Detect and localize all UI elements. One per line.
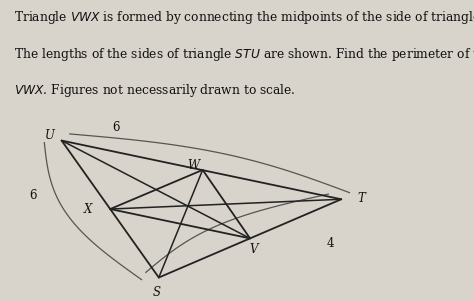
- Text: 4: 4: [327, 237, 335, 250]
- Text: 6: 6: [112, 121, 120, 134]
- Text: $VWX$. Figures not necessarily drawn to scale.: $VWX$. Figures not necessarily drawn to …: [14, 82, 296, 99]
- Text: S: S: [153, 286, 160, 299]
- Text: 6: 6: [29, 189, 37, 202]
- Text: The lengths of the sides of triangle $STU$ are shown. Find the perimeter of tria: The lengths of the sides of triangle $ST…: [14, 46, 474, 63]
- Text: U: U: [45, 129, 55, 142]
- Text: W: W: [187, 159, 199, 172]
- Text: V: V: [249, 243, 258, 256]
- Text: X: X: [84, 203, 92, 216]
- Text: T: T: [358, 192, 366, 205]
- Text: Triangle $VWX$ is formed by connecting the midpoints of the side of triangle $ST: Triangle $VWX$ is formed by connecting t…: [14, 9, 474, 26]
